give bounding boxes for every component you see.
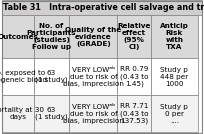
Text: Study p
0 per
....: Study p 0 per .... xyxy=(161,104,188,124)
Text: Mortality at 30
days: Mortality at 30 days xyxy=(0,107,44,120)
Bar xyxy=(117,58,151,95)
Text: Quality of the
evidence
(GRADE): Quality of the evidence (GRADE) xyxy=(65,27,121,47)
Bar xyxy=(34,95,69,132)
Bar xyxy=(2,58,34,95)
Text: Anticip
Risk
with
TXA: Anticip Risk with TXA xyxy=(160,23,189,50)
Bar xyxy=(117,15,151,58)
Text: Table 31   Intra-operative cell salvage and tranexamic acid v: Table 31 Intra-operative cell salvage an… xyxy=(3,3,204,12)
Bar xyxy=(69,15,117,58)
Bar xyxy=(151,95,198,132)
Text: 63
(1 study): 63 (1 study) xyxy=(35,107,68,120)
Bar xyxy=(117,95,151,132)
Text: Relative
effect
(95%
CI): Relative effect (95% CI) xyxy=(118,23,151,50)
Bar xyxy=(69,95,117,132)
Text: RR 0.79
(0.43 to
1.45): RR 0.79 (0.43 to 1.45) xyxy=(120,66,148,87)
Bar xyxy=(2,15,34,58)
Text: VERY LOWᵃᵇ
due to risk of
bias, imprecision: VERY LOWᵃᵇ due to risk of bias, imprecis… xyxy=(63,104,124,124)
Text: 63
(1 study): 63 (1 study) xyxy=(35,70,68,83)
Text: No. of
Participants
(studies)
Follow up: No. of Participants (studies) Follow up xyxy=(27,23,76,50)
Bar xyxy=(34,15,69,58)
Text: No. exposed to
allogeneic blood: No. exposed to allogeneic blood xyxy=(0,70,47,83)
Bar xyxy=(151,58,198,95)
Text: Study p
448 per
1000: Study p 448 per 1000 xyxy=(160,67,188,87)
Bar xyxy=(69,58,117,95)
Bar xyxy=(2,0,202,15)
Text: RR 7.71
(0.43 to
137.53): RR 7.71 (0.43 to 137.53) xyxy=(120,103,148,124)
Bar xyxy=(2,95,34,132)
Bar xyxy=(151,15,198,58)
Text: VERY LOWᵃᵇ
due to risk of
bias, imprecision: VERY LOWᵃᵇ due to risk of bias, imprecis… xyxy=(63,67,124,87)
Text: Outcomes: Outcomes xyxy=(0,34,38,40)
Bar xyxy=(34,58,69,95)
